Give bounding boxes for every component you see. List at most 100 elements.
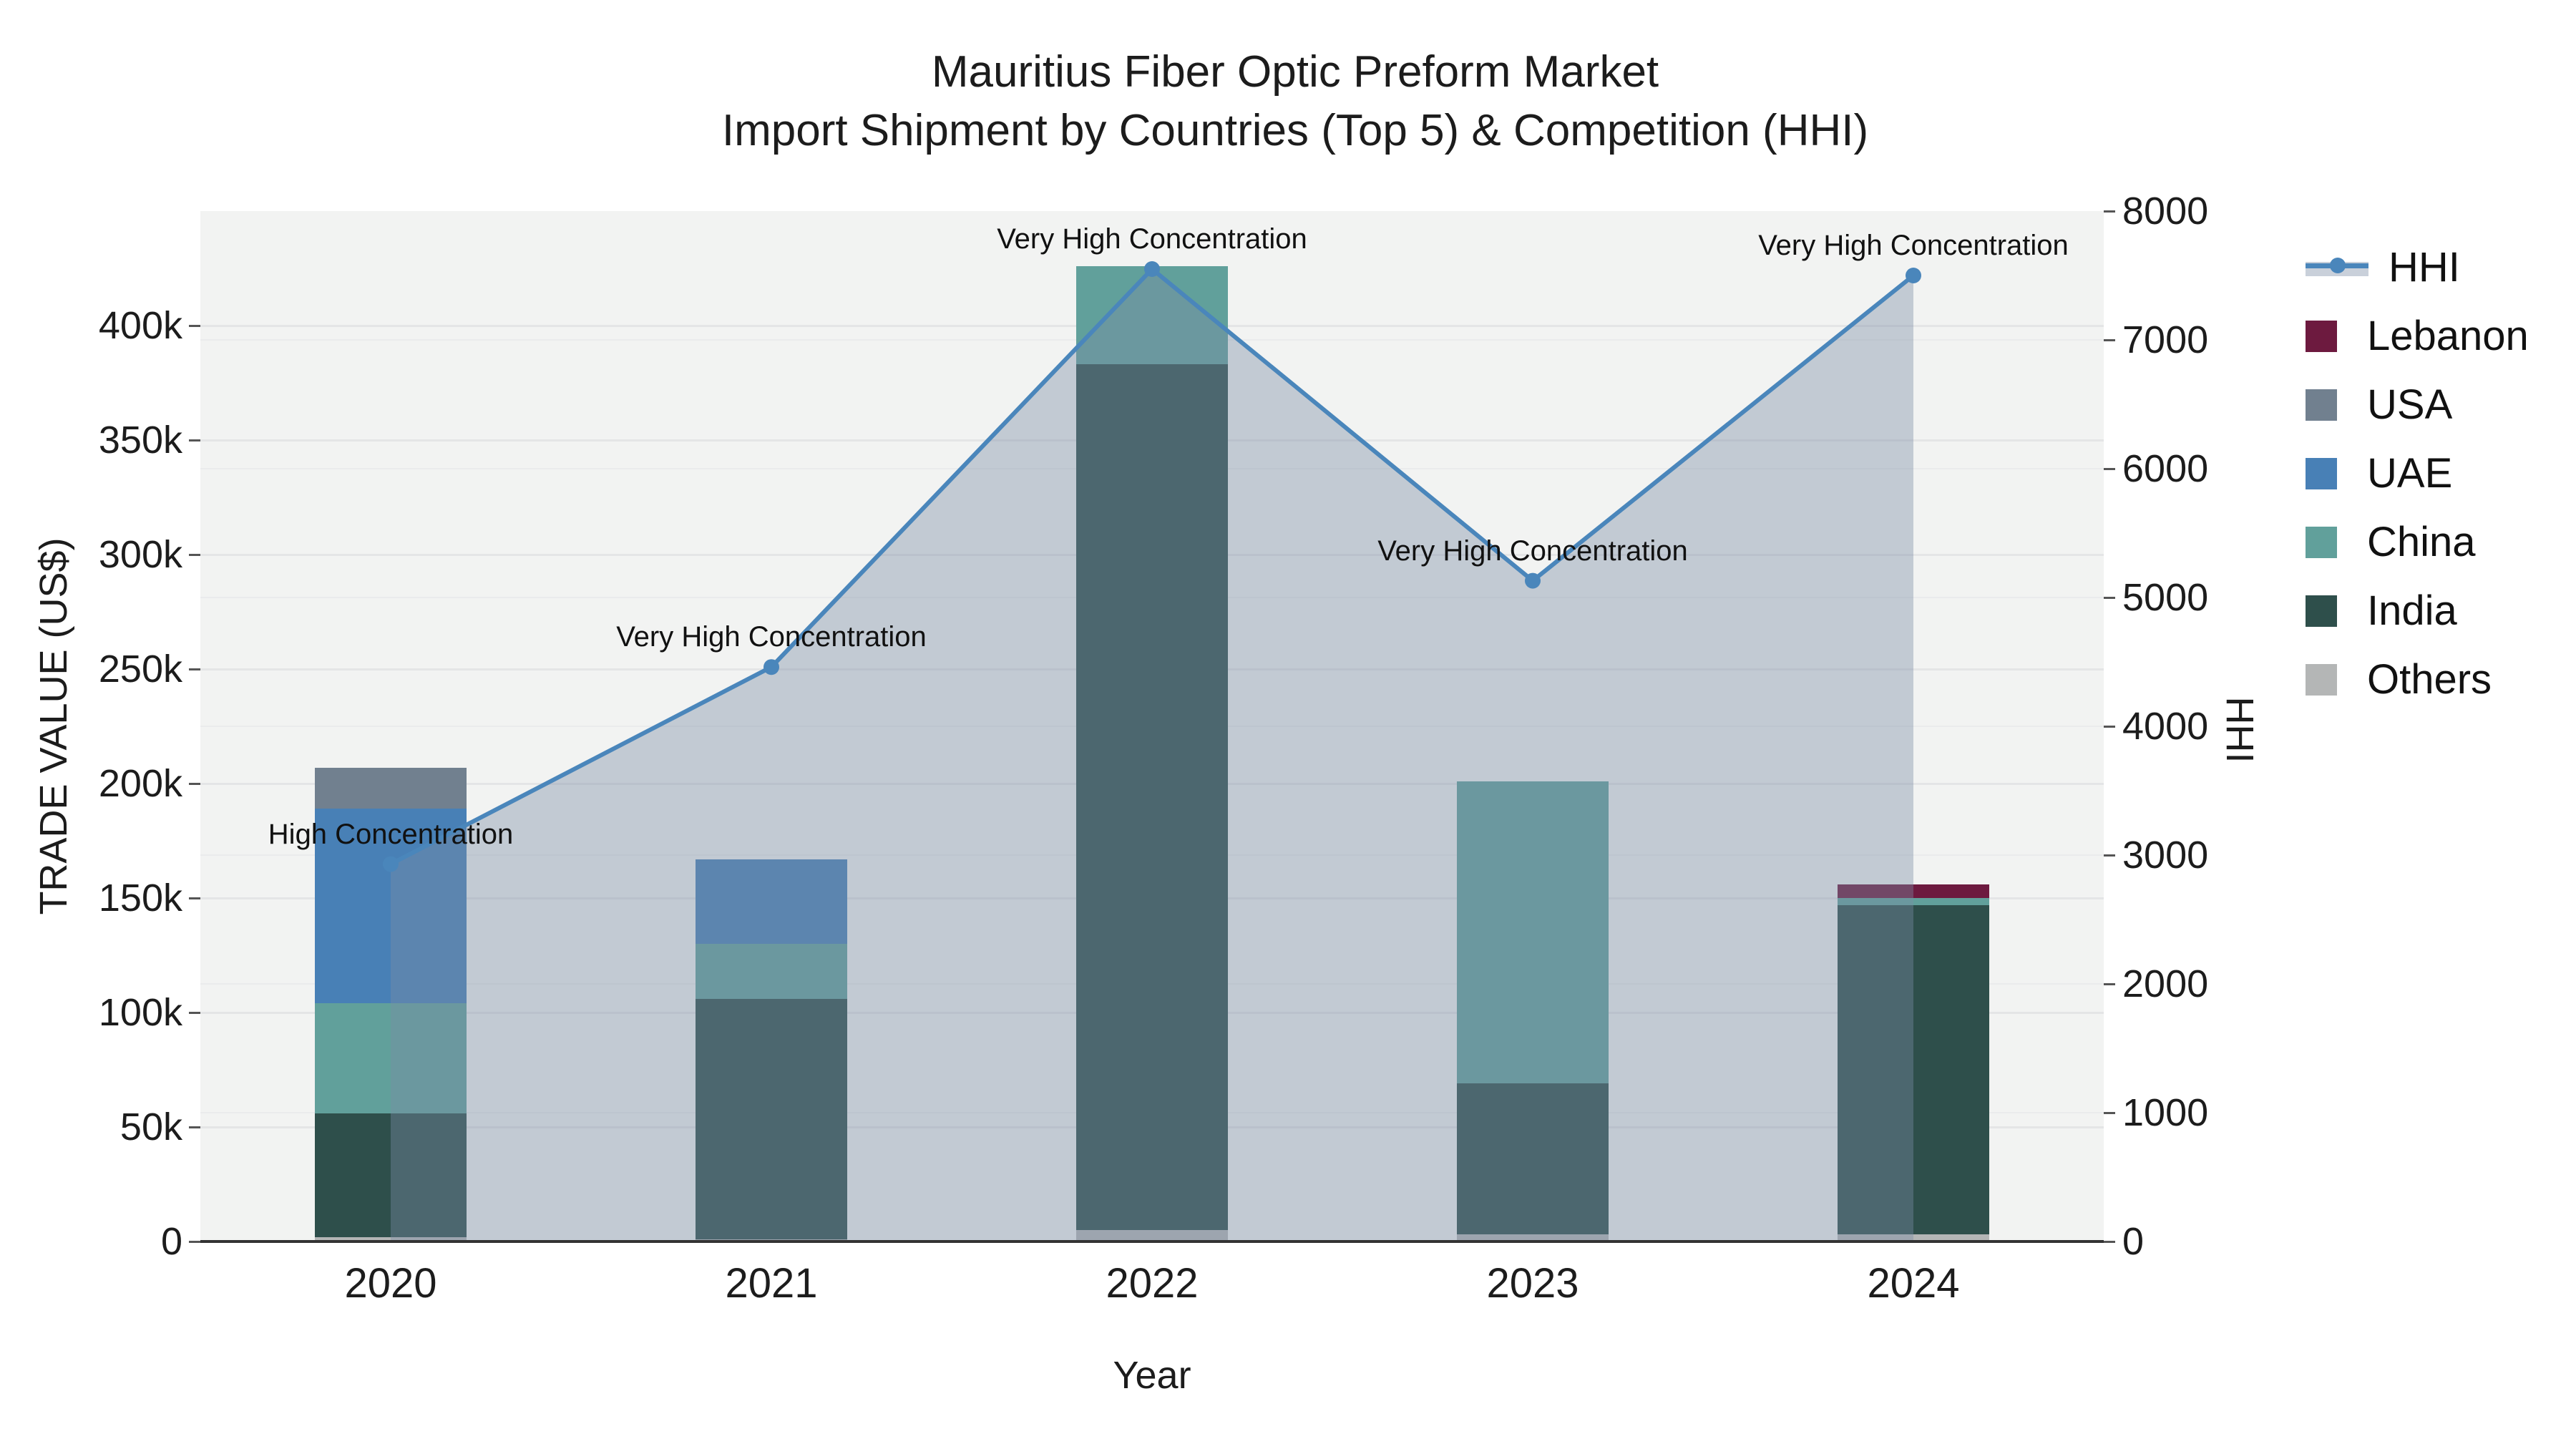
bar-2024-others[interactable] [1838,1234,1989,1241]
legend-item-lebanon[interactable]: Lebanon [2306,302,2529,371]
legend-label-others: Others [2367,656,2492,703]
legend-swatch-china [2306,527,2337,558]
y-right-tick-mark [2104,726,2115,728]
bar-2023-china[interactable] [1457,781,1609,1084]
y-left-tick-label: 250k [98,648,182,691]
y-right-tick-label: 3000 [2122,834,2209,877]
legend-label-usa: USA [2367,381,2453,428]
legend-item-others[interactable]: Others [2306,645,2529,714]
y-left-axis-title: TRADE VALUE (US$) [32,537,75,915]
y-left-tick-label: 0 [160,1220,182,1263]
y-right-tick-mark [2104,854,2115,857]
annotation-2024: Very High Concentration [1758,230,2069,261]
annotation-2021: Very High Concentration [616,621,927,653]
legend-swatch-india [2306,595,2337,627]
y-right-tick-label: 8000 [2122,190,2209,233]
hhi-marker-2023[interactable] [1525,572,1541,589]
bar-2020-usa[interactable] [315,767,467,809]
bar-2020-uae[interactable] [315,809,467,1004]
legend-label-india: India [2367,587,2457,634]
bar-2021-uae[interactable] [696,859,847,944]
bar-2024-india[interactable] [1838,904,1989,1235]
y-left-tick-label: 50k [119,1106,182,1148]
bar-2022-china[interactable] [1076,265,1228,365]
y-right-tick-label: 4000 [2122,705,2209,748]
annotation-2023: Very High Concentration [1377,535,1688,567]
bar-2020-china[interactable] [315,1003,467,1113]
y-right-tick-mark [2104,1241,2115,1243]
bar-2021-china[interactable] [696,944,847,999]
y-right-tick-label: 7000 [2122,318,2209,361]
legend-label-lebanon: Lebanon [2367,313,2529,359]
bar-2024-lebanon[interactable] [1838,884,1989,898]
legend-label-uae: UAE [2367,450,2453,497]
hhi-marker-2020[interactable] [383,856,399,872]
y-right-tick-label: 6000 [2122,447,2209,490]
x-tick-label-2023: 2023 [1486,1260,1579,1307]
y-left-tick-label: 400k [98,304,182,347]
y-left-tick-label: 350k [98,419,182,462]
y-left-tick-mark [189,1126,200,1128]
y-left-tick-label: 150k [98,877,182,919]
y-right-tick-mark [2104,983,2115,985]
y-right-tick-mark [2104,1112,2115,1114]
legend-item-china[interactable]: China [2306,508,2529,577]
y-left-tick-label: 200k [98,762,182,805]
legend-item-uae[interactable]: UAE [2306,439,2529,508]
bar-2021-india[interactable] [696,998,847,1239]
y-right-tick-label: 2000 [2122,962,2209,1005]
legend-swatch-lebanon [2306,321,2337,352]
bar-2023-india[interactable] [1457,1083,1609,1235]
bar-2024-china[interactable] [1838,898,1989,905]
y-right-axis-title: HHI [2218,696,2261,763]
hhi-marker-2022[interactable] [1144,261,1160,277]
x-tick-label-2021: 2021 [725,1260,818,1307]
x-tick-label-2022: 2022 [1106,1260,1199,1307]
annotation-2022: Very High Concentration [997,223,1307,255]
x-axis-title: Year [1113,1354,1191,1397]
legend-label-hhi: HHI [2389,244,2460,291]
annotation-2020: High Concentration [268,818,514,850]
y-right-tick-label: 0 [2122,1220,2145,1263]
y-left-tick-mark [189,554,200,556]
y-left-tick-mark [189,325,200,327]
hhi-marker-2021[interactable] [763,659,779,675]
legend-item-india[interactable]: India [2306,577,2529,645]
legend-swatch-others [2306,664,2337,696]
legend-item-usa[interactable]: USA [2306,371,2529,439]
bar-2022-india[interactable] [1076,364,1228,1230]
legend-label-china: China [2367,519,2476,565]
y-right-tick-mark [2104,468,2115,470]
legend-item-hhi[interactable]: HHI [2306,233,2529,302]
legend-swatch-uae [2306,458,2337,489]
chart-title: Mauritius Fiber Optic Preform Market Imp… [722,43,1868,160]
bar-2020-others[interactable] [315,1236,467,1241]
x-tick-label-2024: 2024 [1867,1260,1960,1307]
y-left-tick-mark [189,668,200,670]
y-right-tick-mark [2104,597,2115,599]
legend: HHI Lebanon USA UAE China India Others [2306,233,2529,714]
hhi-marker-2024[interactable] [1906,268,1921,283]
bar-2020-india[interactable] [315,1113,467,1237]
legend-swatch-usa [2306,389,2337,421]
y-left-tick-mark [189,439,200,441]
chart-title-line2: Import Shipment by Countries (Top 5) & C… [721,106,1869,155]
y-right-tick-label: 1000 [2122,1091,2209,1134]
x-axis-line [200,1240,2104,1243]
bar-2022-others[interactable] [1076,1230,1228,1241]
hhi-line-legend-icon [2306,252,2368,283]
y-left-tick-mark [189,1241,200,1243]
y-left-tick-mark [189,1012,200,1014]
chart-title-line1: Mauritius Fiber Optic Preform Market [931,47,1659,97]
y-left-tick-mark [189,783,200,785]
y-right-tick-label: 5000 [2122,576,2209,619]
y-left-tick-mark [189,897,200,899]
y-left-tick-label: 300k [98,533,182,576]
hhi-area-fill [391,269,1913,1241]
y-left-tick-label: 100k [98,991,182,1034]
y-right-tick-mark [2104,339,2115,341]
y-right-tick-mark [2104,210,2115,213]
bar-2023-others[interactable] [1457,1234,1609,1241]
x-tick-label-2020: 2020 [344,1260,437,1307]
